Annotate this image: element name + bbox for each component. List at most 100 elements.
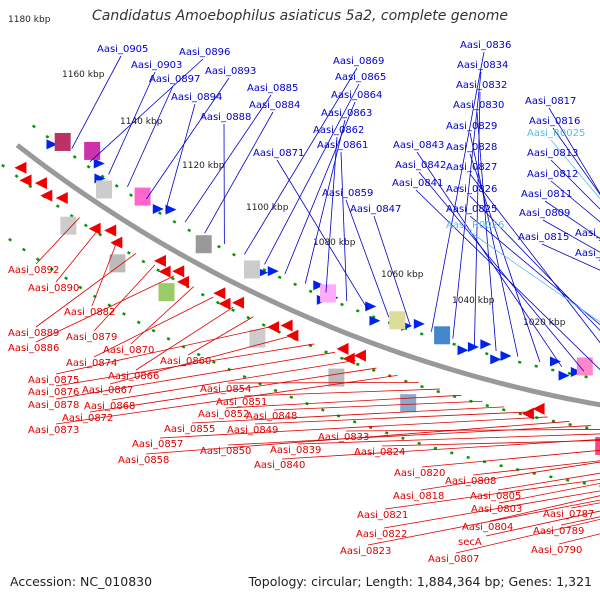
forward-label-leader: [304, 119, 346, 284]
reverse-gene-label: Aasi_0849: [227, 425, 278, 436]
reverse-gene-arrow: [213, 287, 226, 300]
reverse-gene-label: Aasi_0857: [132, 439, 183, 450]
scale-tick-label: 1080 kbp: [313, 238, 356, 248]
forward-label-leader: [244, 67, 358, 255]
reverse-gene-label: secA: [458, 537, 482, 548]
forward-label-leader: [541, 243, 600, 271]
forward-gene-label: Aasi_0826: [446, 184, 497, 195]
reverse-gene-arrow: [40, 189, 53, 202]
reverse-label-leader: [227, 381, 419, 384]
reverse-label-leader: [159, 416, 548, 439]
forward-gene-label: Aasi_0813: [527, 148, 578, 159]
forward-label-leader: [264, 83, 360, 265]
forward-label-leader: [108, 71, 156, 175]
reverse-gene-label: Aasi_0852: [198, 409, 249, 420]
scale-tick-label: 1180 kbp: [8, 15, 51, 25]
forward-gene-label: Aasi_0841: [392, 178, 443, 189]
reverse-gene-arrow: [14, 161, 27, 174]
forward-label-leader: [469, 231, 600, 323]
forward-gene-label: Aasi_0893: [205, 66, 256, 77]
reverse-gene-label: Aasi_0872: [62, 413, 113, 424]
reverse-gene-arrow: [532, 402, 545, 415]
reverse-gene-label: Aasi_0824: [354, 447, 405, 458]
reverse-gene-label: Aasi_0868: [84, 401, 135, 412]
forward-label-leader: [165, 103, 196, 211]
reverse-gene-arrow: [267, 321, 280, 334]
reverse-gene-label: Aasi_0851: [216, 397, 267, 408]
reverse-label-leader: [227, 425, 592, 446]
reverse-label-leader: [297, 433, 600, 445]
forward-label-leader: [469, 132, 519, 357]
forward-gene-arrow: [46, 139, 58, 150]
reverse-gene-label: Aasi_0874: [66, 358, 117, 369]
reverse-label-leader: [345, 429, 600, 432]
forward-gene-label: Aasi_0864: [331, 90, 382, 101]
forward-gene-label: Aasi_0817: [525, 96, 576, 107]
feature-box: [134, 187, 151, 206]
accession-text: Accession: NC_010830: [10, 574, 153, 589]
reverse-gene-label: Aasi_0876: [28, 387, 79, 398]
reverse-gene-arrow: [280, 319, 293, 332]
forward-label-leader: [552, 127, 600, 196]
forward-label-leader: [71, 55, 122, 149]
reverse-label-leader: [187, 316, 254, 356]
feature-box: [60, 216, 77, 235]
forward-label-leader: [452, 71, 482, 339]
reverse-gene-label: Aasi_0892: [8, 265, 59, 276]
scale-tick-label: 1120 kbp: [182, 161, 225, 171]
forward-gene-label: Aasi_0829: [446, 121, 497, 132]
reverse-label-leader: [420, 461, 600, 491]
forward-gene-label: Aasi_0816: [529, 116, 580, 127]
reverse-label-leader: [89, 367, 377, 413]
reverse-gene-label: Aasi_0850: [200, 446, 251, 457]
reverse-label-leader: [472, 460, 600, 476]
reverse-gene-arrow: [521, 407, 534, 420]
forward-gene-label: Aasi_0869: [333, 56, 384, 67]
feature-box: [400, 394, 417, 413]
forward-label-leader: [550, 180, 600, 223]
forward-label-leader: [548, 107, 600, 195]
reverse-gene-arrow: [153, 254, 166, 267]
reverse-gene-label: Aasi_0805: [470, 491, 521, 502]
forward-gene-label: Aasi_0862: [313, 125, 364, 136]
reverse-label-leader: [35, 275, 175, 343]
reverse-gene-arrow: [177, 275, 190, 288]
forward-label-leader: [469, 173, 600, 344]
reverse-label-leader: [35, 253, 137, 328]
feature-box: [595, 436, 600, 455]
reverse-label-leader: [93, 296, 214, 358]
forward-gene-label: Aasi_0827: [446, 162, 497, 173]
reverse-label-leader: [367, 499, 600, 546]
reverse-label-leader: [281, 438, 600, 460]
forward-gene-arrow: [500, 350, 512, 361]
feature-box: [195, 235, 212, 254]
forward-label-leader: [89, 58, 204, 163]
feature-box: [96, 180, 113, 199]
reverse-gene-label: Aasi_0822: [356, 529, 407, 540]
forward-gene-label: Aasi_0847: [350, 204, 401, 215]
forward-gene-label: Aasi_0905: [97, 44, 148, 55]
forward-gene-arrow: [558, 370, 570, 381]
reverse-gene-label: Aasi_0803: [471, 504, 522, 515]
reverse-label-leader: [55, 343, 315, 387]
reverse-gene-label: Aasi_0866: [108, 371, 159, 382]
reverse-label-leader: [135, 306, 234, 371]
forward-gene-label: Aasi_0865: [335, 72, 386, 83]
feature-box: [84, 141, 101, 160]
reverse-label-leader: [243, 388, 440, 397]
forward-label-leader: [542, 219, 600, 253]
reverse-gene-label: Aasi_0790: [531, 545, 582, 556]
reverse-label-leader: [498, 482, 600, 504]
reverse-label-leader: [489, 495, 600, 522]
reverse-gene-label: Aasi_0823: [340, 546, 391, 557]
reverse-gene-arrow: [19, 174, 32, 187]
forward-label-leader: [340, 151, 348, 302]
forward-label-leader: [476, 111, 497, 352]
forward-label-leader: [127, 85, 174, 188]
forward-gene-label: Aasi_0809: [519, 208, 570, 219]
genome-summary-text: Topology: circular; Length: 1,884,364 bp…: [248, 574, 592, 589]
reverse-gene-label: Aasi_0818: [393, 491, 444, 502]
forward-gene-arrow: [152, 203, 164, 214]
reverse-label-leader: [93, 264, 156, 332]
reverse-gene-arrow: [232, 296, 245, 309]
